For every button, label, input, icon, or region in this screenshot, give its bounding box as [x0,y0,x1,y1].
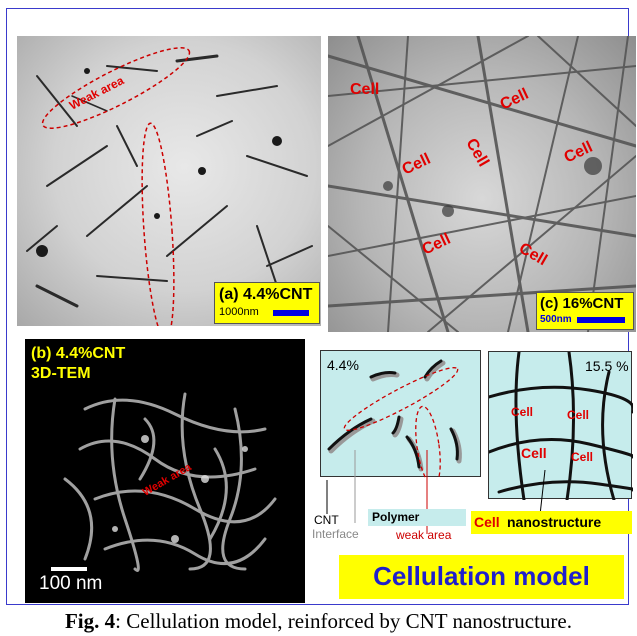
panel-c-label-text: (c) 16%CNT [540,296,623,311]
panel-c-tem-image: Cell Cell Cell Cell Cell Cell Cell (c) 1… [328,36,636,332]
weak-area-ellipse [41,47,191,129]
caption-text: : Cellulation model, reinforced by CNT n… [115,609,572,633]
model-cell-3: Cell [521,445,547,461]
panel-b-scale-bar [51,567,87,571]
panel-c-scale-bar [577,317,625,323]
panel-a-value: 4.4%CNT [243,286,313,303]
cellulation-model-title: Cellulation model [373,561,590,591]
polymer-label: Polymer [372,510,420,524]
figure-caption: Fig. 4: Cellulation model, reinforced by… [0,609,637,634]
panel-c-value: 16%CNT [562,295,624,312]
model-right-drawing [489,352,633,500]
panel-a-label-text: (a) 4.4%CNT [219,287,312,303]
nanostructure-word: nanostructure [507,514,602,530]
cell-nanostructure-box: Cell nanostructure [471,511,632,534]
panel-c-scale-text: 500nm [540,314,572,325]
weak-area-ellipse-vertical [141,122,175,326]
model-right-percent: 15.5 % [585,358,629,374]
panel-a-label: (a) 4.4%CNT 1000nm [214,282,320,324]
model-left-percent: 4.4% [327,357,359,373]
panel-a-scale-text: 1000nm [219,306,259,318]
model-cell-1: Cell [511,405,534,419]
cell-label-1: Cell [350,81,380,98]
panel-a-prefix: (a) [219,286,239,303]
model-cell-2: Cell [567,408,590,422]
panel-b-scale-text: 100 nm [39,573,103,594]
polymer-label-box: Polymer [368,509,466,526]
panel-a-scale-bar [273,310,309,316]
cellulation-model-title-box: Cellulation model [339,555,624,599]
panel-b-label-line1: (b) 4.4%CNT [31,345,126,362]
interface-label: Interface [312,527,359,541]
cell-word: Cell [474,514,500,530]
model-box-high-cnt: 15.5 % Cell Cell Cell Cell [488,351,633,500]
panel-c-prefix: (c) [540,295,559,312]
panel-b-label-line2: 3D-TEM [31,365,91,382]
model-cell-4: Cell [571,450,594,464]
panel-b-3d-network [63,392,277,572]
model-box-low-cnt: 4.4% [320,350,481,478]
panel-c-fibers [328,36,636,332]
weak-area-model-label: weak area [396,528,452,542]
cnt-label: CNT [314,513,339,527]
panel-c-label: (c) 16%CNT 500nm [536,292,634,330]
panel-a-fibers [26,47,313,326]
model-left-drawing [327,359,462,478]
panel-a-tem-image: Weak area (a) 4.4%CNT 1000nm [17,36,321,326]
panel-b-3d-tem: (b) 4.4%CNT 3D-TEM Weak area 100 nm [25,339,305,603]
caption-fig-label: Fig. 4 [64,609,116,633]
